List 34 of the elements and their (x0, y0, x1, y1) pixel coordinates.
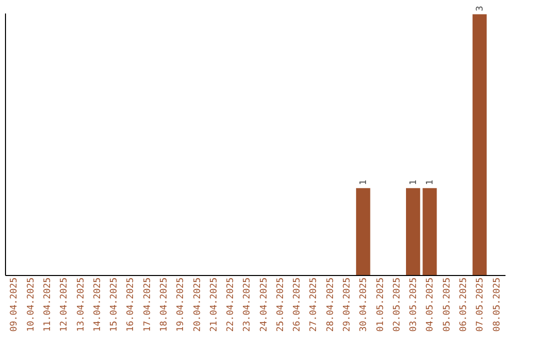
x-tick-label: 04.05.2025 (426, 278, 436, 332)
x-tick-label: 24.04.2025 (259, 278, 270, 332)
x-tick-label: 29.04.2025 (342, 278, 353, 332)
x-tick-label: 01.05.2025 (376, 278, 386, 332)
x-tick-label: 28.04.2025 (326, 278, 336, 332)
data-label: 1 (409, 180, 420, 186)
x-tick-label: 14.04.2025 (92, 278, 103, 332)
x-tick-label: 12.04.2025 (60, 278, 70, 332)
x-tick-label: 05.05.2025 (442, 278, 452, 332)
x-tick-label: 21.04.2025 (209, 278, 220, 332)
data-label: 1 (359, 180, 370, 186)
x-tick-label: 03.05.2025 (409, 278, 420, 332)
x-tick-label: 30.04.2025 (359, 278, 370, 332)
x-tick-label: 19.04.2025 (176, 278, 186, 332)
x-tick-label: 11.04.2025 (43, 278, 54, 332)
x-tick-label: 18.04.2025 (159, 278, 170, 332)
x-tick-label: 08.05.2025 (492, 278, 502, 332)
x-tick-label: 16.04.2025 (126, 278, 136, 332)
x-tick-label: 17.04.2025 (142, 278, 153, 332)
x-tick-label: 15.04.2025 (110, 278, 120, 332)
data-label: 3 (476, 6, 486, 12)
x-tick-label: 23.04.2025 (242, 278, 253, 332)
x-tick-label: 06.05.2025 (458, 278, 469, 332)
x-tick-label: 09.04.2025 (10, 278, 20, 332)
x-tick-label: 02.05.2025 (392, 278, 402, 332)
x-tick-label: 25.04.2025 (276, 278, 286, 332)
x-tick-label: 10.04.2025 (26, 278, 36, 332)
x-tick-label: 07.05.2025 (476, 278, 486, 332)
x-tick-label: 22.04.2025 (226, 278, 236, 332)
x-tick-label: 27.04.2025 (309, 278, 320, 332)
x-tick-label: 26.04.2025 (292, 278, 303, 332)
data-label: 1 (426, 180, 436, 186)
x-tick-label: 13.04.2025 (76, 278, 86, 332)
x-tick-label: 20.04.2025 (192, 278, 203, 332)
